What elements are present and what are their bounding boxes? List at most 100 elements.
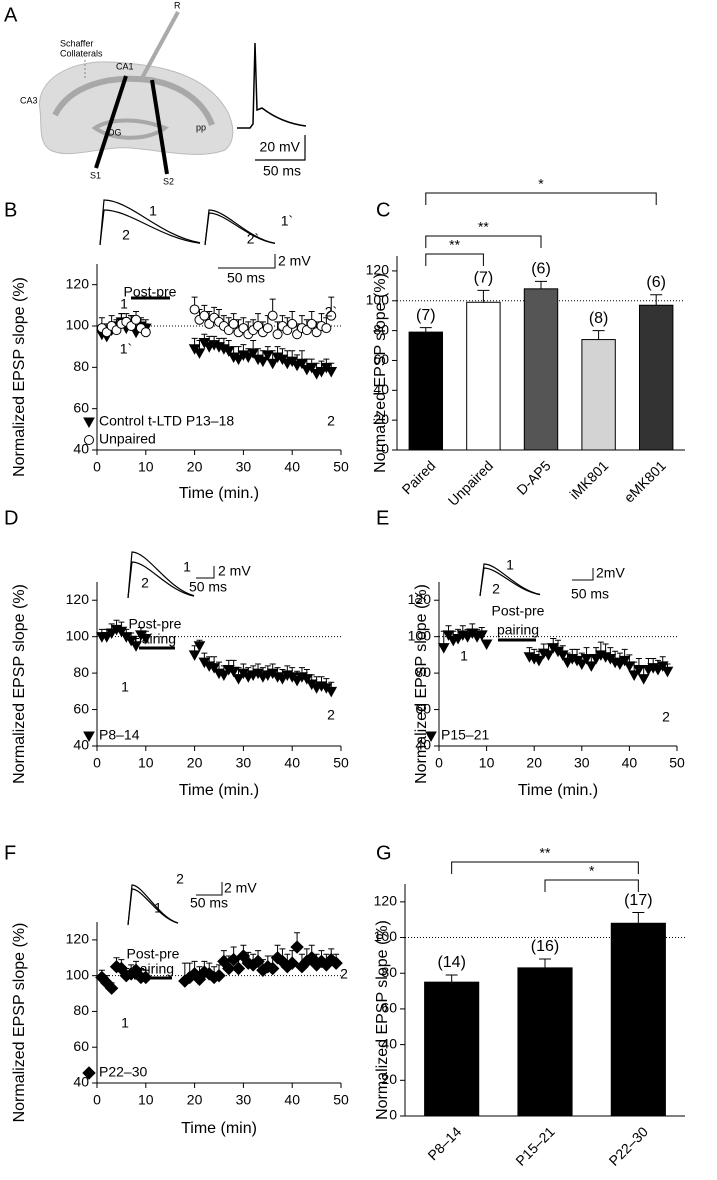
significance-bracket [425, 235, 542, 248]
stim-electrode [94, 75, 128, 169]
y-tick-label: 20 [381, 1071, 397, 1087]
error-bar [445, 974, 458, 983]
marker [130, 641, 142, 652]
y-tick-label: 80 [73, 1002, 89, 1018]
n-label: (7) [474, 270, 494, 287]
n-label: (7) [416, 307, 436, 324]
marker [633, 664, 645, 676]
x-tick-label: Unpaired [445, 457, 496, 508]
y-tick-label: 60 [415, 700, 431, 716]
y-tick-label: 0 [389, 1107, 397, 1123]
x-tick-label: 40 [284, 755, 300, 771]
marker [193, 348, 206, 359]
annotation: Post-pre [124, 284, 177, 300]
label: CA3 [20, 95, 38, 105]
x-tick-label: D-AP5 [513, 457, 554, 498]
marker [100, 632, 113, 643]
y-tick-label: 40 [73, 737, 89, 753]
inset-label: 50 ms [227, 270, 265, 286]
panel-letter: C [376, 199, 390, 221]
y-axis-title: Normalized EPSP slope (%) [372, 273, 389, 473]
error-bar [632, 912, 645, 924]
marker [218, 670, 230, 681]
x-tick-label: 30 [236, 755, 252, 771]
marker [261, 350, 274, 361]
x-tick-label: 0 [435, 755, 443, 771]
inset-label: 50 ms [189, 579, 227, 595]
inset-label: 1 [149, 203, 157, 219]
bar [408, 331, 444, 451]
marker [188, 650, 201, 661]
y-tick-label: 100 [66, 966, 90, 982]
x-axis-title: Time (min.) [179, 782, 259, 799]
scale-bar [255, 135, 306, 161]
recording-electrode [140, 11, 180, 79]
label: DG [108, 127, 122, 137]
marker [628, 670, 641, 681]
epsp-trace [127, 551, 195, 599]
y-tick-label: 0 [381, 441, 389, 457]
bar [581, 339, 616, 451]
marker [656, 661, 669, 672]
marker [140, 327, 151, 338]
n-label: (8) [589, 310, 609, 327]
y-tick-label: 40 [415, 737, 431, 753]
significance-bracket [451, 861, 639, 874]
y-tick-label: 40 [73, 1074, 89, 1090]
y-tick-label: 20 [373, 411, 389, 427]
n-label: (17) [624, 892, 652, 909]
significance-label: ** [478, 219, 489, 235]
y-tick-label: 120 [366, 262, 390, 278]
marker [533, 655, 545, 667]
x-tick-label: 0 [93, 459, 101, 475]
x-tick-label: 50 [333, 755, 349, 771]
marker [580, 654, 593, 665]
marker [321, 323, 332, 334]
panel-letter: D [4, 507, 18, 529]
inset-label: 1 [183, 559, 191, 575]
x-tick-label: 30 [236, 459, 252, 475]
marker [287, 318, 298, 329]
inset-label: 2 [492, 581, 500, 597]
inset-label: 2 [176, 871, 184, 887]
marker [325, 366, 338, 378]
y-tick-label: 120 [66, 931, 90, 947]
x-tick-label: 50 [669, 755, 685, 771]
marker [437, 643, 450, 654]
x-tick-label: Paired [399, 457, 439, 497]
x-tick-label: P15–21 [512, 1123, 558, 1169]
point-label: 1 [120, 296, 128, 312]
significance-label: * [538, 176, 544, 192]
x-tick-label: 30 [574, 755, 590, 771]
inset-label: 2 [122, 227, 130, 243]
marker [212, 968, 226, 983]
legend-marker [425, 731, 437, 743]
y-tick-label: 100 [366, 291, 390, 307]
marker [242, 352, 255, 364]
marker [199, 310, 210, 321]
y-tick-label: 40 [73, 441, 89, 457]
x-axis-title: Time (min) [181, 1120, 257, 1137]
x-tick-label: P8–14 [424, 1123, 464, 1163]
point-label: 1` [120, 341, 132, 357]
y-tick-label: 40 [373, 381, 389, 397]
marker [290, 940, 304, 954]
marker [222, 346, 235, 357]
bar [466, 301, 501, 451]
scale-label: 20 mV [260, 139, 301, 155]
x-tick-label: 30 [236, 1092, 252, 1108]
marker [232, 354, 245, 366]
point-label: 2 [327, 707, 335, 723]
marker [556, 650, 569, 661]
inset-label: 2 mV [218, 563, 251, 579]
inset-label: 50 ms [190, 895, 228, 911]
epsp-trace [204, 212, 276, 246]
n-label: (6) [646, 274, 666, 291]
error-bar [535, 280, 547, 289]
x-tick-label: 10 [138, 1092, 154, 1108]
marker [189, 304, 200, 315]
legend-marker [82, 1066, 96, 1080]
marker [232, 674, 245, 685]
epsp-trace [127, 884, 179, 926]
